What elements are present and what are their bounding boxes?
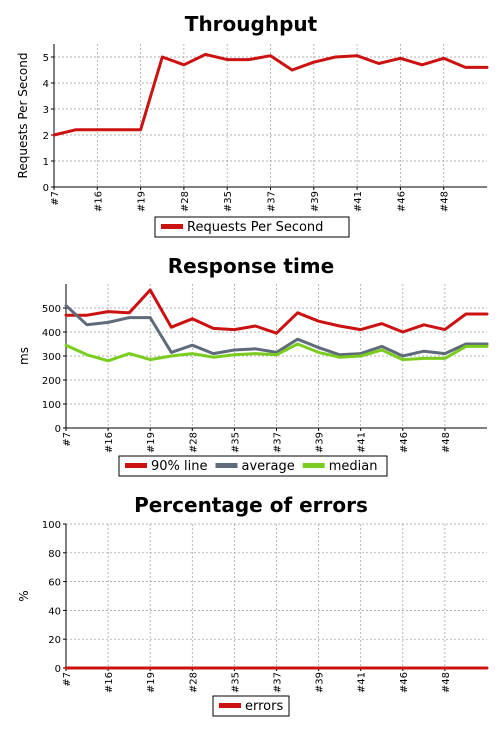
x-tick-label: #28 bbox=[188, 432, 199, 453]
x-tick-label: #41 bbox=[353, 191, 364, 212]
legend-box bbox=[118, 455, 388, 477]
x-tick-label: #35 bbox=[223, 191, 234, 212]
y-tick-label: 300 bbox=[42, 352, 61, 363]
legend-swatch bbox=[219, 703, 241, 708]
x-tick-label: #41 bbox=[357, 672, 368, 693]
x-tick-label: #48 bbox=[441, 672, 452, 693]
x-tick-label: #7 bbox=[50, 191, 61, 206]
x-tick-label: #37 bbox=[273, 432, 284, 453]
x-tick-label: #46 bbox=[399, 432, 410, 453]
x-tick-label: #19 bbox=[146, 672, 157, 693]
y-axis-label: Requests Per Second bbox=[16, 53, 30, 179]
legend: errors bbox=[212, 695, 290, 717]
chart-title: Throughput bbox=[185, 12, 318, 36]
x-tick-label: #16 bbox=[104, 672, 115, 693]
x-tick-label: #39 bbox=[315, 672, 326, 693]
series-line-requests-per-second bbox=[52, 52, 489, 137]
legend-swatch bbox=[215, 463, 238, 468]
legend-swatch bbox=[161, 224, 183, 229]
series-line-median bbox=[64, 342, 489, 363]
legend-label: average bbox=[242, 459, 295, 474]
legend-label: median bbox=[329, 459, 378, 474]
series-line-average bbox=[64, 304, 489, 358]
y-tick-label: 40 bbox=[48, 606, 61, 617]
y-tick-label: 100 bbox=[42, 400, 61, 411]
x-tick-label: #46 bbox=[396, 191, 407, 212]
y-tick-label: 20 bbox=[48, 635, 61, 646]
y-axis-label: % bbox=[17, 590, 31, 601]
y-axis-label: ms bbox=[17, 347, 31, 365]
x-tick-label: #16 bbox=[104, 432, 115, 453]
x-tick-label: #37 bbox=[273, 672, 284, 693]
legend: 90% line average median bbox=[118, 455, 388, 477]
x-tick-label: #39 bbox=[315, 432, 326, 453]
chart-title: Response time bbox=[168, 254, 334, 278]
legend-swatch bbox=[125, 463, 147, 468]
x-tick-label: #41 bbox=[357, 432, 368, 453]
x-tick-label: #19 bbox=[137, 191, 148, 212]
series-line-90-line bbox=[64, 288, 489, 335]
x-tick-label: #16 bbox=[93, 191, 104, 212]
y-tick-label: 0 bbox=[55, 664, 61, 675]
x-tick-label: #28 bbox=[188, 672, 199, 693]
x-tick-label: #7 bbox=[62, 672, 73, 687]
x-tick-label: #48 bbox=[440, 191, 451, 212]
chart-1: Throughput 0 1 2 3 4 5 #7 #16 #19 #28 #35 #37 #39 #41 #… bbox=[16, 12, 489, 238]
y-tick-label: 500 bbox=[42, 304, 61, 315]
x-tick-label: #46 bbox=[399, 672, 410, 693]
y-tick-label: 2 bbox=[43, 131, 49, 142]
legend-label: Requests Per Second bbox=[187, 220, 323, 235]
chart-title: Percentage of errors bbox=[134, 493, 368, 517]
chart-2: Response time 0 100 200 300 400 500 #7 #16 #19 #28… bbox=[17, 254, 489, 477]
y-tick-label: 60 bbox=[48, 578, 61, 589]
y-tick-label: 400 bbox=[42, 328, 61, 339]
y-tick-label: 3 bbox=[43, 105, 49, 116]
x-tick-label: #48 bbox=[441, 432, 452, 453]
y-tick-label: 0 bbox=[43, 183, 49, 194]
x-tick-label: #37 bbox=[267, 191, 278, 212]
legend-box bbox=[212, 695, 290, 717]
y-tick-label: 5 bbox=[43, 53, 49, 64]
x-tick-label: #35 bbox=[230, 672, 241, 693]
legend: Requests Per Second bbox=[154, 216, 350, 238]
y-tick-label: 1 bbox=[43, 157, 49, 168]
y-tick-label: 4 bbox=[43, 79, 49, 90]
y-tick-label: 200 bbox=[42, 376, 61, 387]
x-tick-label: #28 bbox=[180, 191, 191, 212]
y-tick-label: 0 bbox=[55, 424, 61, 435]
y-tick-label: 80 bbox=[48, 549, 61, 560]
x-tick-label: #39 bbox=[310, 191, 321, 212]
legend-swatch bbox=[302, 463, 325, 468]
x-tick-label: #35 bbox=[230, 432, 241, 453]
x-tick-label: #19 bbox=[146, 432, 157, 453]
legend-box bbox=[154, 216, 350, 238]
legend-label: 90% line bbox=[151, 459, 208, 474]
chart-3: Percentage of errors 0 20 40 60 80 100 #7 #16 #19… bbox=[17, 493, 489, 717]
y-tick-label: 100 bbox=[42, 520, 61, 531]
legend-label: errors bbox=[245, 699, 283, 714]
x-tick-label: #7 bbox=[62, 432, 73, 447]
